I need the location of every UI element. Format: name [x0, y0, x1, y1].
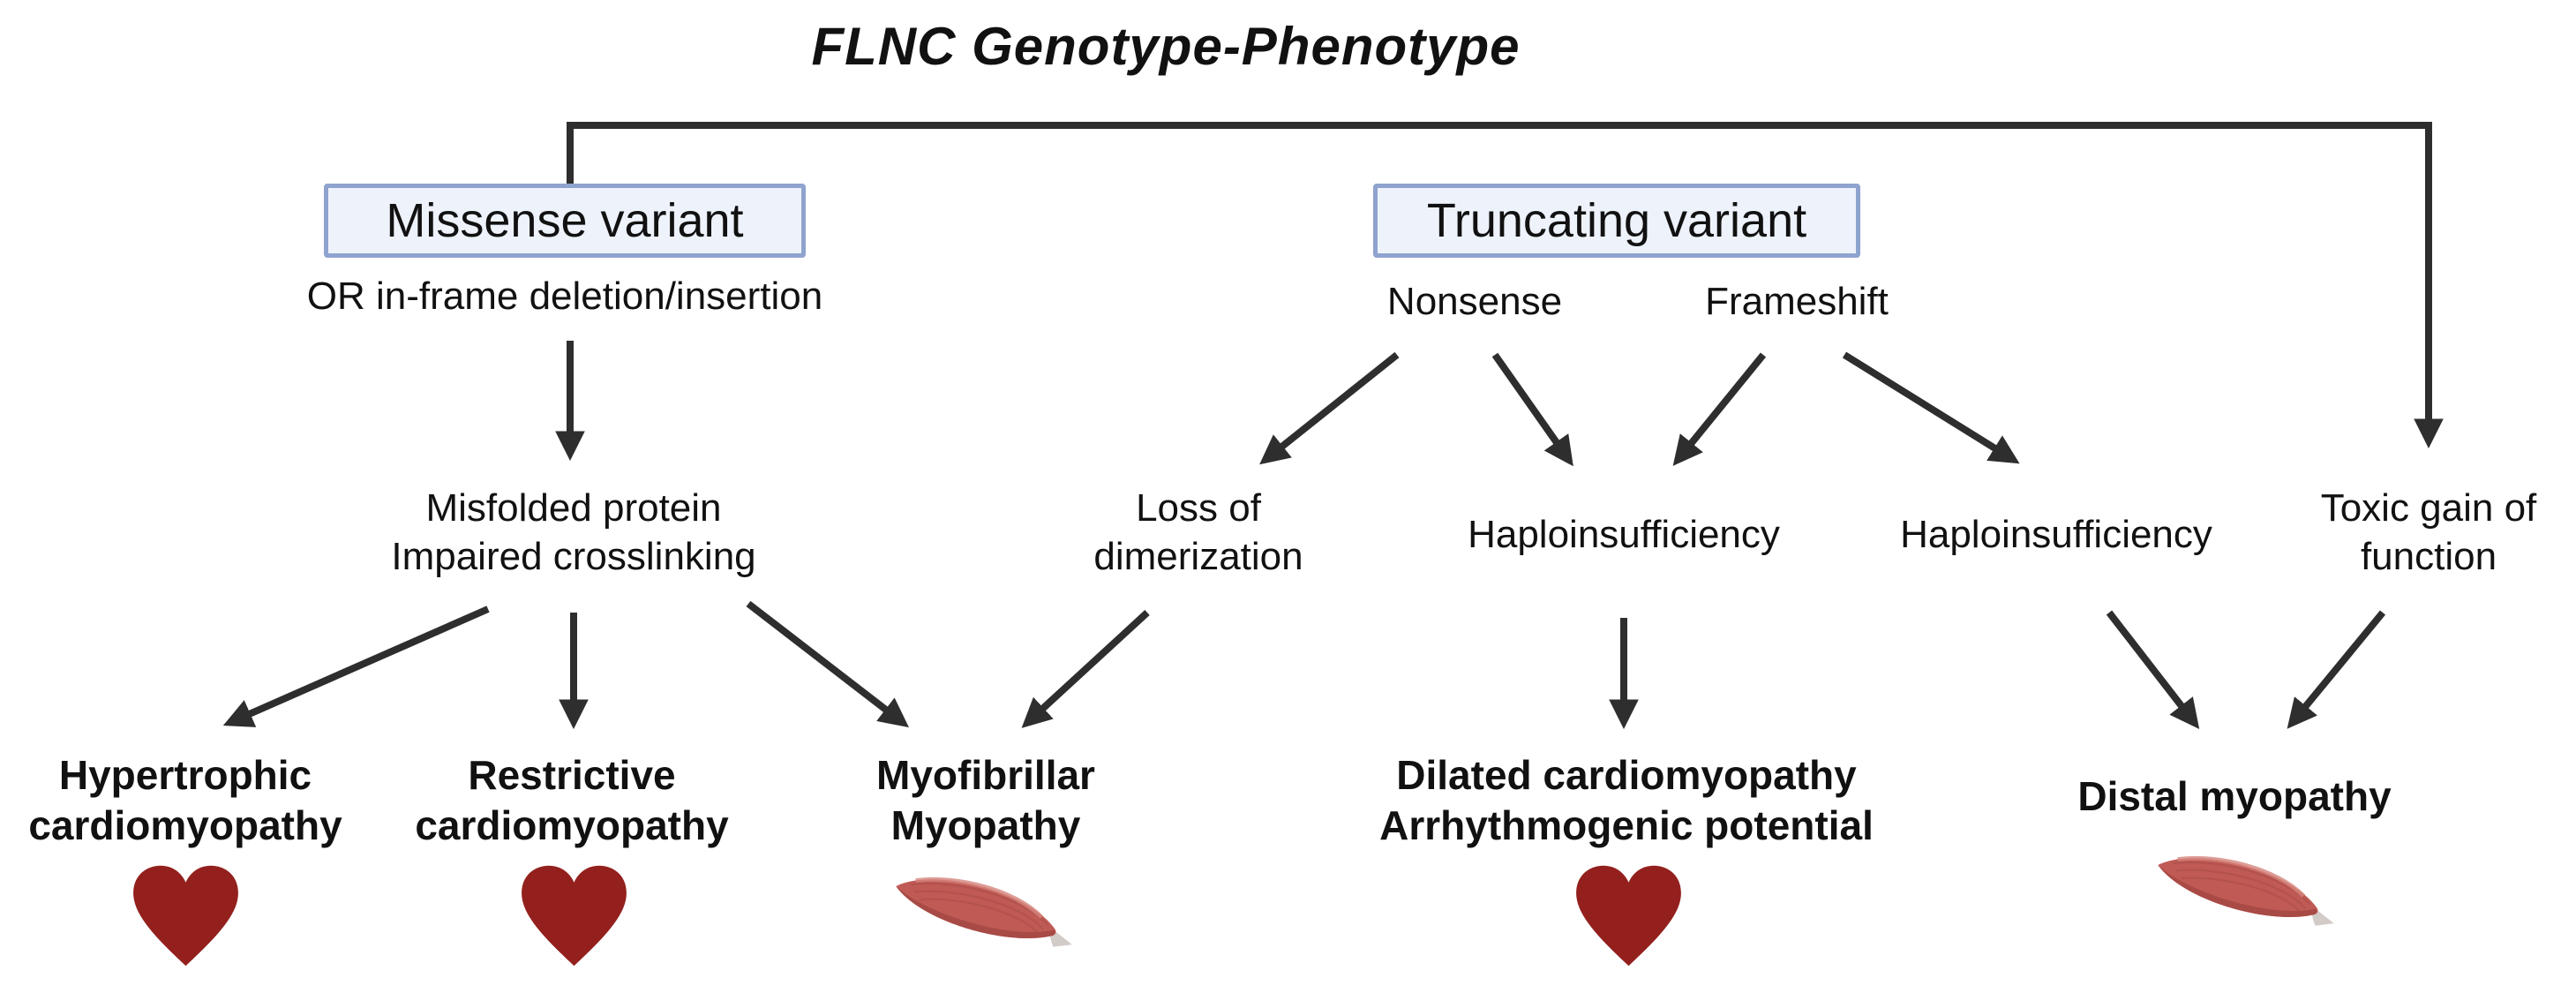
restrictive-cardiomyopathy-label: Restrictive cardiomyopathy — [415, 752, 729, 849]
arrow-misfolded-to-myofibrillar — [746, 600, 909, 728]
arrow-nonsense-to-loss-of-dimerization — [1259, 351, 1400, 465]
dilated-cardiomyopathy-label: Dilated cardiomyopathy Arrhythmogenic po… — [1379, 752, 1874, 849]
muscle-icon — [2149, 844, 2339, 956]
truncating-variant-box: Truncating variant — [1373, 184, 1860, 258]
frameshift-label: Frameshift — [1705, 280, 1889, 323]
arrow-frameshift-to-haploinsufficiency-right — [1842, 351, 2020, 464]
heart-icon — [1569, 861, 1688, 971]
haploinsufficiency-right-label: Haploinsufficiency — [1900, 513, 2212, 556]
arrow-loss-of-dimerization-to-myofibrillar — [1021, 610, 1150, 728]
arrow-haploinsufficiency-right-to-distal — [2106, 610, 2200, 729]
hypertrophic-cardiomyopathy-label: Hypertrophic cardiomyopathy — [28, 752, 342, 849]
heart-icon — [126, 861, 245, 971]
missense-note: OR in-frame deletion/insertion — [306, 275, 823, 318]
arrow-misfolded-to-hypertrophic — [222, 606, 490, 727]
arrow-nonsense-to-haploinsufficiency-left — [1491, 352, 1573, 467]
distal-myopathy-label: Distal myopathy — [2077, 773, 2392, 819]
missense-variant-label: Missense variant — [386, 194, 744, 247]
missense-variant-box: Missense variant — [324, 184, 806, 258]
muscle-icon — [887, 865, 1077, 977]
haploinsufficiency-left-label: Haploinsufficiency — [1468, 513, 1780, 556]
truncating-variant-label: Truncating variant — [1426, 194, 1807, 247]
heart-icon — [514, 861, 634, 971]
connector-top-branch — [567, 122, 2444, 449]
toxic-gain-of-function-label: Toxic gain of function — [2320, 486, 2537, 578]
arrow-toxic-gain-to-distal — [2287, 610, 2386, 729]
nonsense-label: Nonsense — [1386, 280, 1563, 323]
misfolded-protein-label: Misfolded protein Impaired crosslinking — [391, 486, 756, 578]
myofibrillar-myopathy-label: Myofibrillar Myopathy — [876, 752, 1095, 849]
diagram-title: FLNC Genotype-Phenotype — [811, 17, 1521, 76]
arrow-frameshift-to-haploinsufficiency-left — [1672, 352, 1767, 466]
loss-of-dimerization-label: Loss of dimerization — [1093, 486, 1303, 578]
